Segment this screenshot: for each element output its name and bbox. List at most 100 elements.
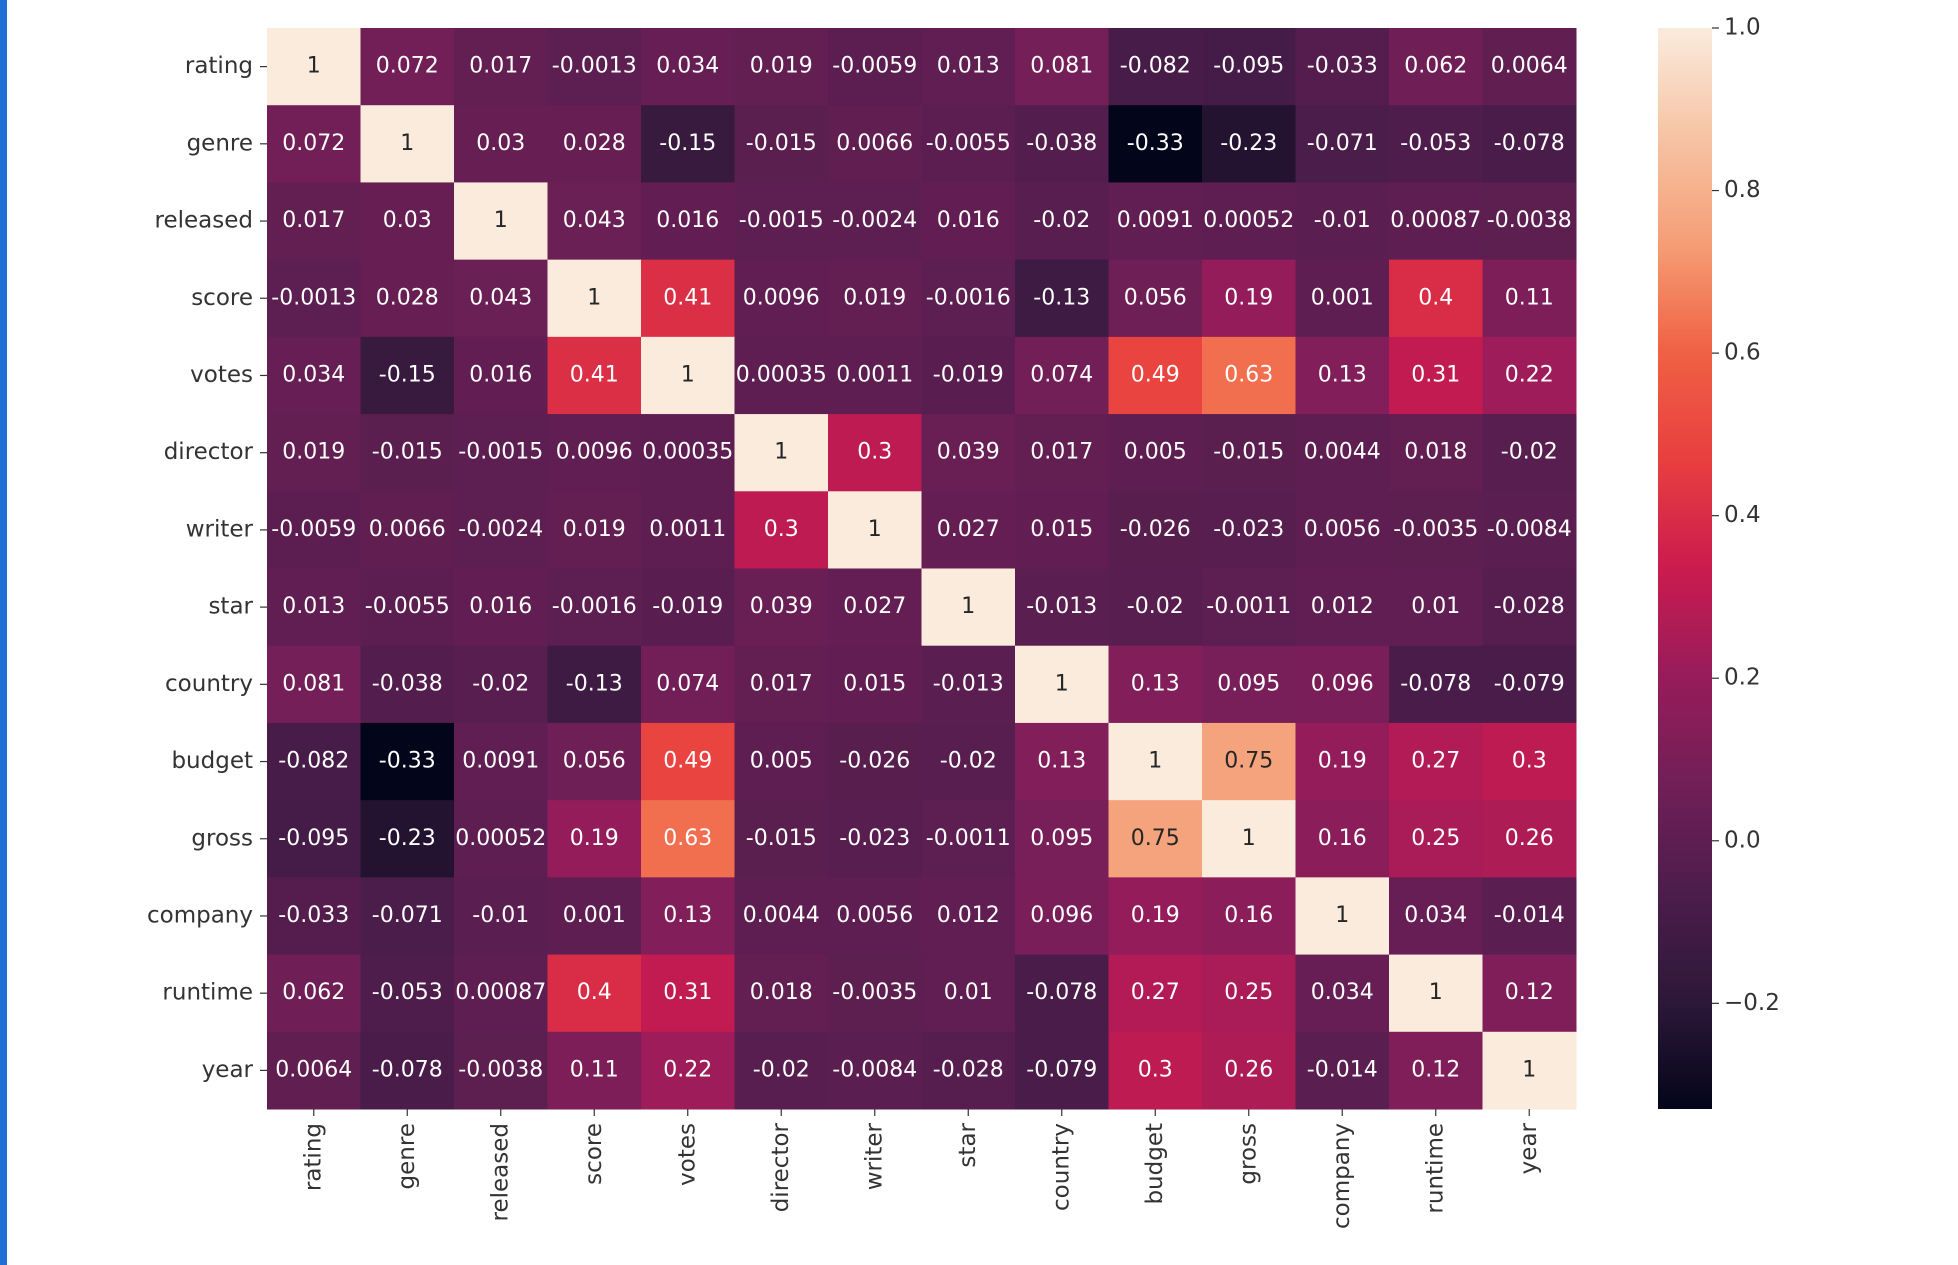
- cell-label: -0.082: [1120, 54, 1191, 79]
- cell-label: 0.22: [663, 1057, 712, 1082]
- cell-label: 0.017: [469, 54, 532, 79]
- heatmap-cell: [267, 568, 361, 647]
- cell-label: 0.75: [1224, 749, 1273, 774]
- cell-label: 0.0011: [649, 517, 726, 542]
- x-tick-label: genre: [394, 1123, 420, 1189]
- cell-label: 0.00087: [455, 980, 546, 1005]
- cell-label: 0.26: [1505, 826, 1554, 851]
- heatmap-cell: [1295, 259, 1390, 338]
- colorbar-tick-label: 0.0: [1724, 827, 1761, 853]
- cell-label: 1: [961, 594, 975, 619]
- heatmap-cell: [454, 28, 548, 106]
- heatmap-cell: [1295, 722, 1390, 801]
- heatmap-cell: [547, 336, 642, 415]
- cell-label: -0.078: [372, 1057, 443, 1082]
- x-tick-label: budget: [1142, 1123, 1168, 1205]
- cell-label: -0.01: [472, 903, 529, 928]
- cell-label: -0.02: [1501, 440, 1558, 465]
- heatmap-cell: [734, 182, 829, 261]
- cell-label: 1: [494, 208, 508, 233]
- cell-label: 0.017: [282, 208, 345, 233]
- cell-label: 1: [1335, 903, 1349, 928]
- cell-label: 0.072: [376, 54, 439, 79]
- y-tick-label: rating: [185, 53, 253, 79]
- heatmap-cell: [1389, 722, 1483, 801]
- cell-label: 0.013: [282, 594, 345, 619]
- cell-label: 0.19: [570, 826, 619, 851]
- cell-label: -0.015: [746, 131, 817, 156]
- heatmap-cell: [267, 954, 361, 1033]
- cell-label: 0.0056: [836, 903, 913, 928]
- x-tick-label: year: [1516, 1122, 1542, 1174]
- cell-label: 0.005: [750, 749, 813, 774]
- heatmap-cell: [1389, 1031, 1483, 1110]
- cell-label: 0.034: [1404, 903, 1467, 928]
- heatmap-cell: [547, 568, 642, 647]
- cell-label: 0.072: [282, 131, 345, 156]
- heatmap-cell: [734, 259, 829, 338]
- cell-label: 0.16: [1318, 826, 1367, 851]
- heatmap-cell: [1295, 28, 1390, 106]
- cell-label: -0.013: [933, 671, 1004, 696]
- heatmap-cell: [267, 259, 361, 338]
- heatmap-cell: [1482, 645, 1577, 724]
- heatmap-cell: [641, 259, 735, 338]
- heatmap-cell: [547, 414, 642, 492]
- cell-label: 0.012: [937, 903, 1000, 928]
- heatmap-cell: [828, 28, 922, 106]
- heatmap-cell: [1015, 491, 1109, 569]
- cell-label: -0.0015: [739, 208, 824, 233]
- heatmap-cell: [1295, 1031, 1390, 1110]
- x-tick-label: star: [955, 1122, 981, 1167]
- heatmap-cell: [1015, 28, 1109, 106]
- heatmap-cell: [921, 28, 1016, 106]
- cell-label: -0.23: [1220, 131, 1277, 156]
- heatmap-cell: [1482, 414, 1577, 492]
- heatmap-cell: [360, 568, 455, 647]
- heatmap-cell: [1202, 336, 1296, 415]
- colorbar: [1658, 28, 1712, 1109]
- cell-label: 0.028: [563, 131, 626, 156]
- heatmap-cell: [734, 1031, 829, 1110]
- cell-label: -0.053: [372, 980, 443, 1005]
- heatmap-cell: [1202, 568, 1296, 647]
- heatmap-cell: [267, 28, 361, 106]
- cell-label: 0.016: [469, 594, 532, 619]
- cell-label: 0.096: [1311, 671, 1374, 696]
- cell-label: -0.13: [566, 671, 623, 696]
- cell-label: 0.13: [1131, 671, 1180, 696]
- cell-label: 0.039: [750, 594, 813, 619]
- y-tick-label: budget: [171, 748, 253, 774]
- colorbar-tick-label: 0.4: [1724, 502, 1761, 528]
- cell-label: 0.019: [563, 517, 626, 542]
- heatmap-cell: [734, 645, 829, 724]
- cell-label: -0.071: [1307, 131, 1378, 156]
- cell-label: 0.005: [1124, 440, 1187, 465]
- heatmap-cell: [1482, 877, 1577, 956]
- heatmap-cell: [1482, 491, 1577, 569]
- heatmap-cell: [1482, 105, 1577, 183]
- heatmap-cell: [1295, 491, 1390, 569]
- cell-label: 0.3: [1138, 1057, 1173, 1082]
- heatmap-cell: [921, 259, 1016, 338]
- cell-label: 0.16: [1224, 903, 1273, 928]
- cell-label: 0.00035: [736, 362, 827, 387]
- cell-label: -0.33: [1127, 131, 1184, 156]
- cell-label: 0.056: [563, 749, 626, 774]
- cell-label: 1: [1242, 826, 1256, 851]
- heatmap-cell: [360, 414, 455, 492]
- cell-label: 0.034: [282, 362, 345, 387]
- cell-label: 0.015: [843, 671, 906, 696]
- heatmap-cell: [1108, 336, 1203, 415]
- heatmap-cell: [1202, 182, 1296, 261]
- cell-label: -0.0059: [271, 517, 356, 542]
- heatmap-cell: [921, 1031, 1016, 1110]
- cell-label: 0.31: [663, 980, 712, 1005]
- heatmap-cell: [734, 336, 829, 415]
- cell-label: 0.015: [1030, 517, 1093, 542]
- heatmap-cell: [267, 1031, 361, 1110]
- heatmap-cell: [1295, 800, 1390, 878]
- heatmap-cell: [1295, 877, 1390, 956]
